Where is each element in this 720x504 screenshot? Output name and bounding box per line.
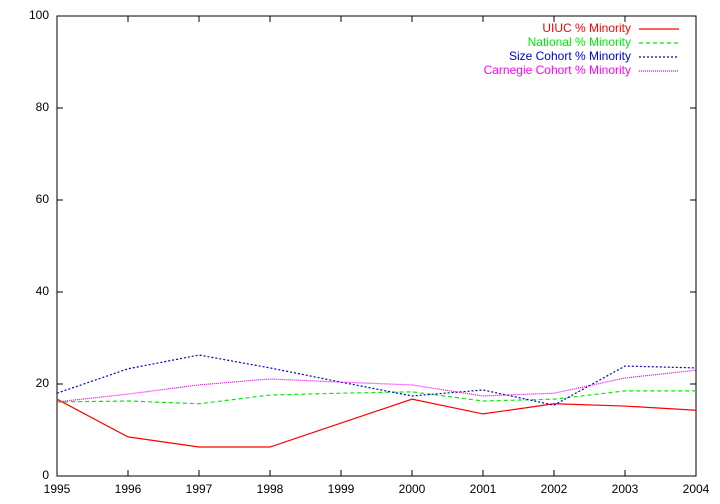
legend-label: Carnegie Cohort % Minority <box>484 63 631 77</box>
y-tick-label: 20 <box>36 376 50 390</box>
y-tick-label: 80 <box>36 100 50 114</box>
series-line <box>56 398 697 448</box>
x-tick-label: 1999 <box>328 482 355 496</box>
x-tick-label: 2001 <box>470 482 497 496</box>
x-tick-label: 2003 <box>612 482 639 496</box>
x-tick-label: 1998 <box>257 482 284 496</box>
series-line <box>56 390 696 405</box>
x-tick-label: 1997 <box>186 482 213 496</box>
legend-label: Size Cohort % Minority <box>509 49 631 63</box>
legend-label: National % Minority <box>528 35 631 49</box>
series-line <box>56 369 697 403</box>
x-tick-label: 1995 <box>44 482 71 496</box>
y-tick-label: 100 <box>29 8 49 22</box>
x-tick-label: 2004 <box>683 482 710 496</box>
legend-label: UIUC % Minority <box>542 21 631 35</box>
x-tick-label: 1996 <box>115 482 142 496</box>
x-tick-label: 2002 <box>541 482 568 496</box>
y-tick-label: 60 <box>36 192 50 206</box>
series-line <box>56 354 697 406</box>
plot-frame <box>56 15 697 477</box>
x-tick-label: 2000 <box>399 482 426 496</box>
y-tick-label: 40 <box>36 284 50 298</box>
y-tick-label: 0 <box>42 468 49 482</box>
